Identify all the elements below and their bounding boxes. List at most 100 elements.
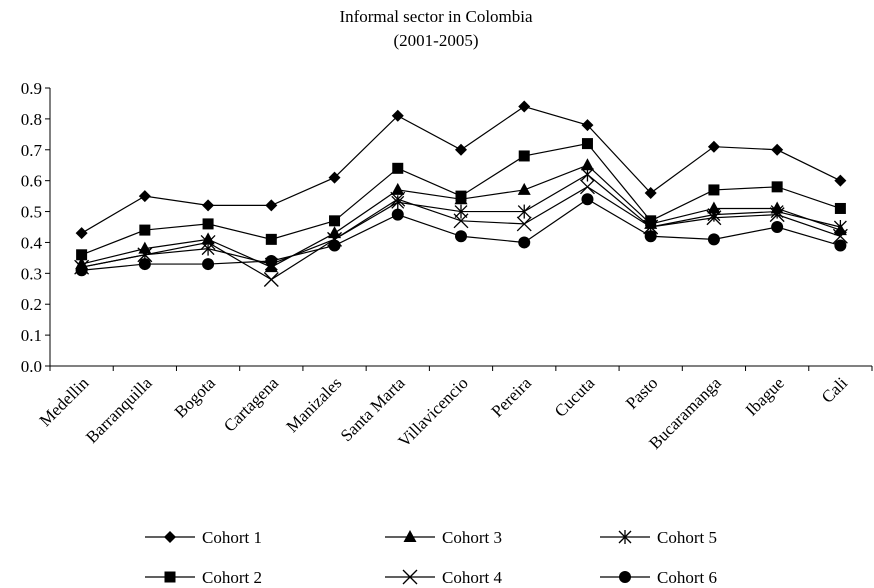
- data-point: [518, 236, 531, 249]
- legend-item: Cohort 2: [145, 568, 262, 587]
- data-point: [644, 187, 657, 200]
- data-point: [202, 258, 215, 271]
- data-point: [771, 221, 784, 233]
- y-tick-label: 0.8: [21, 110, 42, 129]
- x-tick-label: Manizales: [283, 373, 346, 436]
- x-tick-label: Ibague: [742, 373, 788, 419]
- data-point: [707, 140, 720, 153]
- data-point: [517, 204, 531, 219]
- data-point: [833, 220, 847, 234]
- data-point: [138, 190, 151, 203]
- data-point: [581, 119, 594, 132]
- data-point: [644, 230, 657, 243]
- y-tick-label: 0.1: [21, 326, 42, 345]
- legend-marker: [164, 531, 176, 543]
- y-tick-label: 0.9: [21, 79, 42, 98]
- data-point: [265, 254, 278, 267]
- data-point: [834, 174, 847, 187]
- data-point: [771, 181, 783, 193]
- data-point: [834, 239, 847, 252]
- x-tick-label: Pereira: [488, 373, 536, 421]
- y-tick-label: 0.3: [21, 264, 42, 283]
- data-point: [392, 162, 404, 174]
- x-tick-label: Medellin: [36, 373, 93, 430]
- data-point: [771, 143, 784, 156]
- y-tick-label: 0.4: [21, 233, 43, 252]
- data-point: [455, 143, 467, 156]
- data-point: [580, 158, 594, 171]
- legend-label: Cohort 5: [657, 528, 717, 547]
- legend-marker: [402, 569, 418, 585]
- x-tick-label: Cucuta: [551, 373, 599, 421]
- data-point: [328, 171, 341, 184]
- legend-label: Cohort 4: [442, 568, 502, 587]
- data-point: [138, 241, 152, 254]
- legend: Cohort 1 Cohort 3 Cohort 5 Cohort 2 Cohort 4…: [145, 528, 717, 587]
- data-point: [516, 216, 532, 232]
- data-point: [581, 167, 594, 182]
- legend-label: Cohort 3: [442, 528, 502, 547]
- data-point: [328, 239, 341, 252]
- legend-label: Cohort 6: [657, 568, 717, 587]
- data-point: [770, 204, 784, 219]
- data-point: [454, 204, 468, 219]
- data-point: [75, 227, 88, 240]
- data-point: [580, 179, 595, 195]
- series-cohort-1: [75, 100, 847, 240]
- x-tick-label: Bogota: [171, 373, 219, 421]
- data-point: [202, 218, 214, 230]
- series-layer: [74, 100, 848, 287]
- y-tick-label: 0.0: [21, 357, 42, 376]
- legend-item: Cohort 6: [600, 568, 717, 587]
- data-point: [707, 233, 720, 246]
- legend-marker: [164, 571, 176, 583]
- data-point: [518, 100, 531, 113]
- data-point: [454, 192, 468, 205]
- data-point: [138, 258, 151, 271]
- data-point: [328, 226, 342, 239]
- data-point: [391, 208, 404, 221]
- legend-marker: [619, 571, 631, 583]
- data-point: [391, 195, 405, 210]
- data-point: [834, 202, 846, 214]
- data-point: [581, 193, 594, 206]
- legend-item: Cohort 4: [385, 568, 502, 587]
- legend-marker: [403, 530, 417, 542]
- x-tick-label: Cartagena: [220, 373, 282, 435]
- series-cohort-6: [75, 193, 847, 277]
- data-point: [265, 233, 277, 245]
- data-point: [391, 109, 404, 122]
- data-point: [265, 199, 278, 212]
- y-tick-label: 0.6: [21, 172, 42, 191]
- legend-label: Cohort 2: [202, 568, 262, 587]
- data-point: [76, 249, 88, 261]
- x-tick-label: Barranquilla: [82, 373, 156, 447]
- data-point: [139, 224, 151, 236]
- data-point: [708, 184, 720, 196]
- x-tick-label: Pasto: [622, 373, 661, 412]
- legend-marker: [618, 530, 632, 544]
- x-tick-label: Cali: [818, 373, 852, 407]
- legend-label: Cohort 1: [202, 528, 262, 547]
- data-point: [707, 207, 721, 222]
- legend-item: Cohort 1: [145, 528, 262, 547]
- data-point: [201, 232, 215, 245]
- data-point: [391, 182, 405, 195]
- data-point: [518, 150, 530, 162]
- data-point: [263, 272, 279, 287]
- data-point: [707, 201, 721, 214]
- data-point: [517, 182, 531, 195]
- series-cohort-5: [75, 167, 847, 275]
- chart-title: Informal sector in Colombia: [339, 7, 533, 26]
- data-point: [329, 215, 341, 227]
- data-point: [201, 241, 215, 256]
- legend-item: Cohort 5: [600, 528, 717, 547]
- data-point: [202, 199, 215, 212]
- y-tick-label: 0.5: [21, 203, 42, 222]
- data-point: [455, 230, 467, 243]
- data-point: [75, 264, 88, 277]
- chart-subtitle: (2001-2005): [394, 31, 479, 50]
- data-point: [581, 138, 593, 150]
- legend-item: Cohort 3: [385, 528, 502, 547]
